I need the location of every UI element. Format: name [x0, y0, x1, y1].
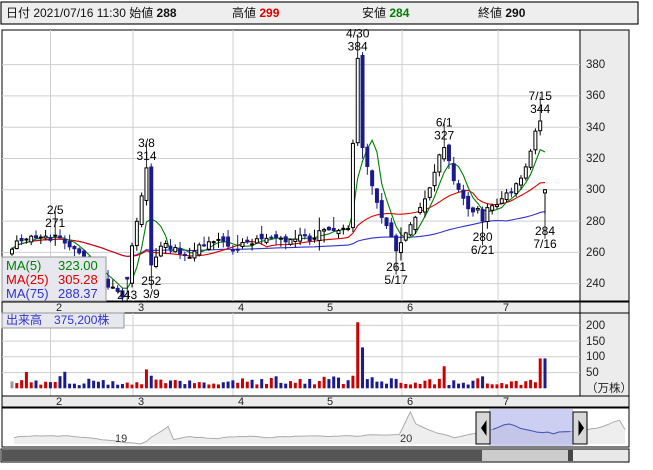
svg-text:6/1: 6/1 — [436, 116, 453, 130]
svg-text:6: 6 — [407, 302, 413, 314]
svg-text:高値 299: 高値 299 — [232, 5, 280, 20]
svg-text:7/16: 7/16 — [533, 237, 557, 251]
svg-text:2: 2 — [56, 396, 62, 408]
svg-text:4/30: 4/30 — [346, 26, 370, 40]
svg-text:150: 150 — [586, 336, 605, 348]
svg-text:6: 6 — [407, 396, 413, 408]
svg-text:384: 384 — [348, 39, 368, 53]
svg-text:MA(75): MA(75) — [6, 286, 49, 301]
svg-text:3/8: 3/8 — [138, 136, 155, 150]
svg-text:280: 280 — [473, 230, 493, 244]
svg-text:7: 7 — [503, 396, 509, 408]
svg-text:344: 344 — [530, 102, 550, 116]
svg-text:3: 3 — [138, 302, 144, 314]
svg-text:271: 271 — [45, 216, 65, 230]
svg-text:4: 4 — [238, 396, 244, 408]
svg-text:380: 380 — [586, 59, 605, 71]
svg-text:261: 261 — [386, 260, 406, 274]
svg-text:MA(5): MA(5) — [6, 258, 41, 273]
svg-text:20: 20 — [400, 433, 412, 445]
svg-text:MA(25): MA(25) — [6, 272, 49, 287]
svg-text:終値 290: 終値 290 — [478, 5, 526, 20]
svg-text:安値 284: 安値 284 — [362, 5, 410, 20]
svg-text:314: 314 — [136, 149, 156, 163]
svg-text:300: 300 — [586, 184, 605, 196]
svg-text:5/17: 5/17 — [384, 273, 408, 287]
svg-text:3: 3 — [138, 396, 144, 408]
svg-text:（万株）: （万株） — [586, 381, 632, 395]
svg-text:7/15: 7/15 — [529, 89, 553, 103]
svg-text:260: 260 — [586, 247, 605, 259]
svg-text:出来高 375,200株: 出来高 375,200株 — [6, 312, 109, 327]
svg-text:280: 280 — [586, 216, 605, 228]
svg-text:19: 19 — [115, 433, 127, 445]
svg-text:50: 50 — [586, 367, 599, 379]
svg-text:6/21: 6/21 — [471, 243, 495, 257]
svg-text:2/5: 2/5 — [47, 203, 64, 217]
svg-text:327: 327 — [434, 129, 454, 143]
svg-text:3/9: 3/9 — [143, 287, 160, 301]
svg-text:252: 252 — [141, 274, 161, 288]
svg-text:305.28: 305.28 — [58, 272, 98, 287]
svg-text:5: 5 — [327, 396, 333, 408]
svg-text:284: 284 — [535, 224, 555, 238]
svg-text:288.37: 288.37 — [58, 286, 98, 301]
svg-text:日付 2021/07/16 11:30 始値 288: 日付 2021/07/16 11:30 始値 288 — [6, 5, 177, 20]
svg-text:7: 7 — [503, 302, 509, 314]
svg-text:5: 5 — [327, 302, 333, 314]
svg-text:320: 320 — [586, 153, 605, 165]
svg-text:240: 240 — [586, 278, 605, 290]
svg-text:340: 340 — [586, 122, 605, 134]
svg-text:200: 200 — [586, 320, 605, 332]
svg-text:100: 100 — [586, 351, 605, 363]
svg-text:323.00: 323.00 — [58, 258, 98, 273]
svg-text:360: 360 — [586, 90, 605, 102]
svg-text:243: 243 — [117, 288, 137, 302]
svg-text:4: 4 — [238, 302, 244, 314]
